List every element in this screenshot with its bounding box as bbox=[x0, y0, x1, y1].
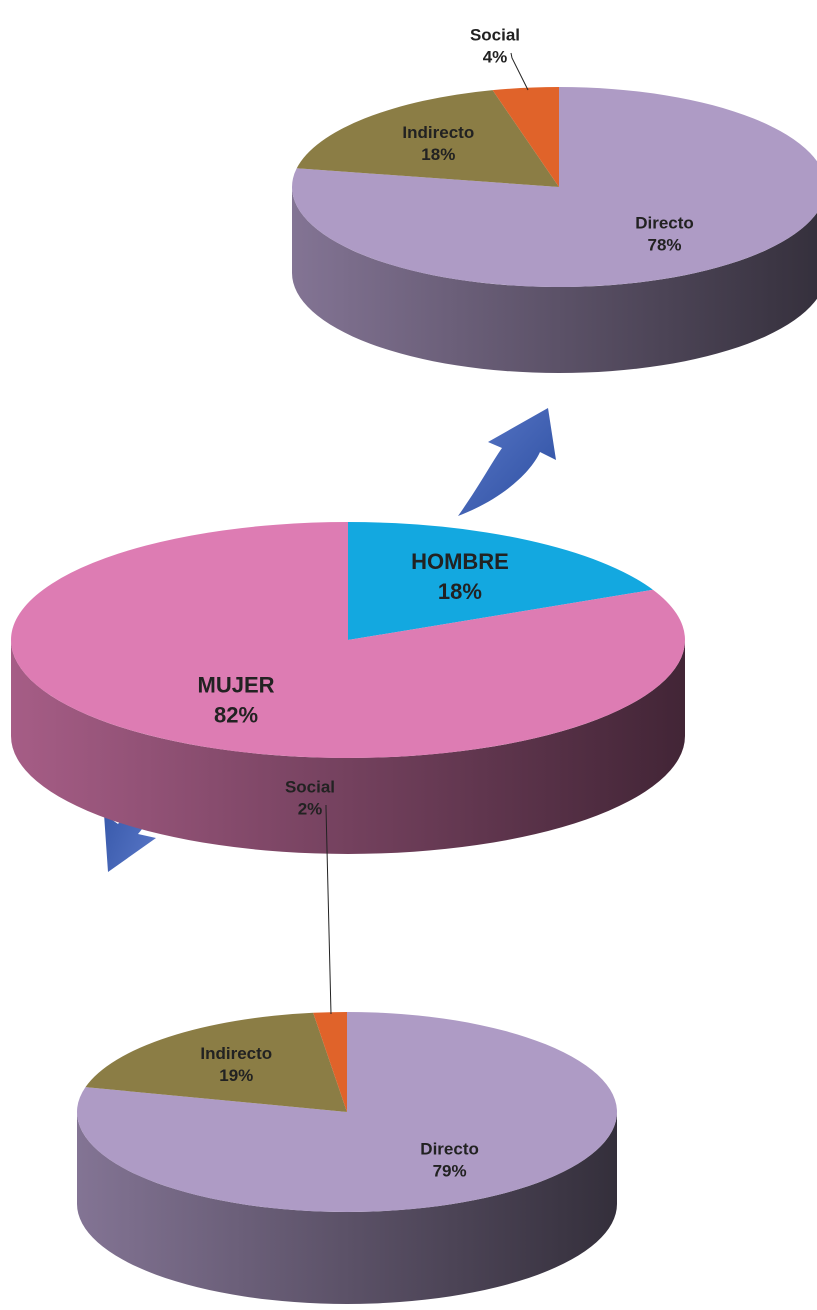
slice-value-label: 79% bbox=[433, 1161, 467, 1180]
pie-side bbox=[77, 1112, 617, 1304]
slice-value-label: 82% bbox=[214, 703, 258, 728]
pie-slice bbox=[296, 90, 559, 187]
pie-slice bbox=[292, 87, 817, 287]
pie-side bbox=[292, 187, 817, 373]
slice-value-label: 78% bbox=[648, 235, 682, 254]
slice-label: Indirecto bbox=[200, 1044, 272, 1063]
slice-label: Social bbox=[285, 777, 335, 796]
arrow-up bbox=[458, 408, 556, 516]
pie-slice bbox=[85, 1012, 347, 1112]
slice-value-label: 2% bbox=[298, 799, 323, 818]
slice-label: Social bbox=[470, 25, 520, 44]
slice-value-label: 18% bbox=[438, 579, 482, 604]
pie-slice bbox=[492, 87, 559, 187]
slice-label: Directo bbox=[635, 213, 694, 232]
slice-value-label: 19% bbox=[219, 1066, 253, 1085]
leader-line bbox=[510, 52, 529, 91]
pie-side bbox=[11, 640, 685, 854]
slice-label: HOMBRE bbox=[411, 549, 509, 574]
slice-value-label: 18% bbox=[421, 145, 455, 164]
pie-slice bbox=[313, 1012, 347, 1112]
pie-slice bbox=[348, 522, 653, 640]
leader-line bbox=[325, 805, 332, 1015]
slice-value-label: 4% bbox=[483, 47, 508, 66]
slice-label: MUJER bbox=[198, 673, 275, 698]
slice-label: Directo bbox=[420, 1139, 479, 1158]
pie-slice bbox=[76, 1012, 617, 1213]
slice-label: Indirecto bbox=[402, 123, 474, 142]
pie-slice bbox=[10, 522, 685, 758]
